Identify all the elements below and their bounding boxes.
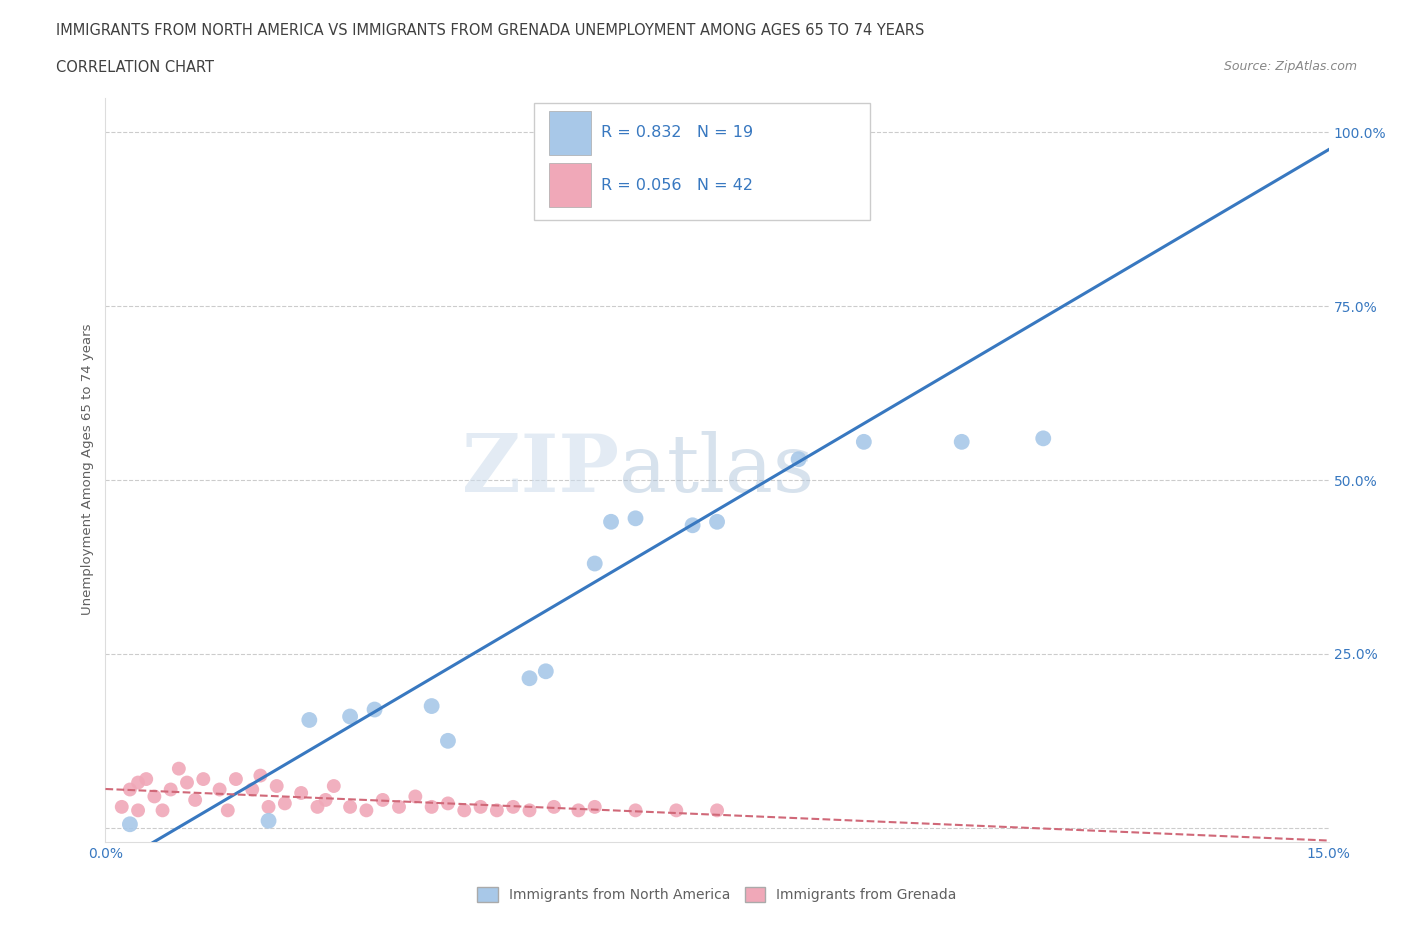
Legend: Immigrants from North America, Immigrants from Grenada: Immigrants from North America, Immigrant…	[471, 881, 963, 910]
Point	[184, 792, 207, 807]
Point	[257, 800, 280, 815]
Point	[217, 803, 239, 817]
Point	[950, 434, 973, 449]
FancyBboxPatch shape	[550, 163, 591, 207]
Point	[852, 434, 875, 449]
Point	[420, 698, 443, 713]
Text: R = 0.056   N = 42: R = 0.056 N = 42	[600, 178, 752, 193]
Point	[682, 518, 704, 533]
Point	[118, 817, 141, 831]
Point	[176, 775, 198, 790]
Point	[127, 803, 149, 817]
Point	[118, 782, 141, 797]
Point	[111, 800, 134, 815]
Point	[298, 712, 321, 727]
Point	[543, 800, 565, 815]
Point	[404, 789, 426, 804]
Point	[208, 782, 231, 797]
Point	[388, 800, 411, 815]
Point	[583, 556, 606, 571]
Point	[502, 800, 524, 815]
Text: CORRELATION CHART: CORRELATION CHART	[56, 60, 214, 75]
Point	[437, 734, 460, 749]
Point	[706, 803, 728, 817]
Text: IMMIGRANTS FROM NORTH AMERICA VS IMMIGRANTS FROM GRENADA UNEMPLOYMENT AMONG AGES: IMMIGRANTS FROM NORTH AMERICA VS IMMIGRA…	[56, 23, 925, 38]
Point	[567, 803, 589, 817]
Point	[624, 511, 647, 525]
Point	[322, 778, 344, 793]
Point	[583, 800, 606, 815]
Point	[534, 664, 557, 679]
Point	[159, 782, 181, 797]
Point	[363, 702, 385, 717]
Point	[470, 800, 492, 815]
FancyBboxPatch shape	[550, 111, 591, 155]
Point	[249, 768, 271, 783]
Point	[240, 782, 263, 797]
Point	[828, 125, 851, 140]
Point	[193, 772, 215, 787]
Point	[1032, 431, 1054, 445]
Point	[787, 452, 810, 467]
FancyBboxPatch shape	[533, 103, 870, 220]
Point	[706, 514, 728, 529]
Point	[290, 786, 312, 801]
Point	[437, 796, 460, 811]
Point	[371, 792, 394, 807]
Point	[420, 800, 443, 815]
Text: R = 0.832   N = 19: R = 0.832 N = 19	[600, 126, 754, 140]
Point	[152, 803, 174, 817]
Point	[127, 775, 149, 790]
Point	[519, 803, 541, 817]
Text: ZIP: ZIP	[463, 431, 619, 509]
Point	[453, 803, 475, 817]
Point	[339, 800, 361, 815]
Text: atlas: atlas	[619, 431, 814, 509]
Point	[257, 814, 280, 829]
Point	[519, 671, 541, 685]
Point	[600, 514, 623, 529]
Point	[274, 796, 297, 811]
Point	[315, 792, 337, 807]
Point	[624, 803, 647, 817]
Point	[135, 772, 157, 787]
Y-axis label: Unemployment Among Ages 65 to 74 years: Unemployment Among Ages 65 to 74 years	[82, 324, 94, 616]
Point	[665, 803, 688, 817]
Point	[356, 803, 378, 817]
Point	[266, 778, 288, 793]
Point	[225, 772, 247, 787]
Point	[339, 709, 361, 724]
Point	[143, 789, 166, 804]
Point	[167, 761, 190, 776]
Text: Source: ZipAtlas.com: Source: ZipAtlas.com	[1223, 60, 1357, 73]
Point	[307, 800, 329, 815]
Point	[485, 803, 508, 817]
